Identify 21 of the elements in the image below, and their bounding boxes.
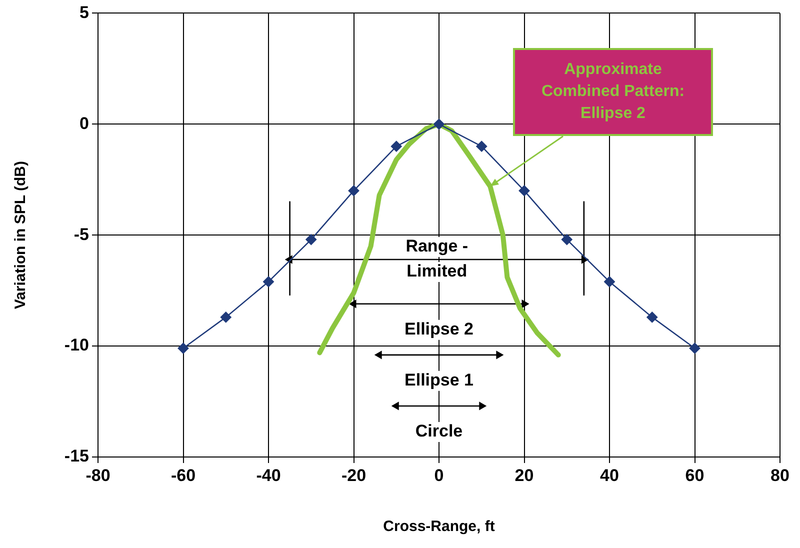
y-tick-label: 5 [80, 2, 89, 22]
x-tick-label: 60 [685, 466, 704, 485]
y-tick-label: -5 [74, 224, 89, 244]
x-tick-label: 40 [600, 466, 619, 485]
series-label: Ellipse 1 [404, 370, 474, 390]
callout-box: Approximate Combined Pattern: Ellipse 2 [513, 48, 713, 136]
x-tick-label: -40 [256, 466, 281, 485]
y-tick-label: -10 [64, 336, 89, 355]
x-axis-title: Cross-Range, ft [383, 518, 495, 536]
x-tick-label: 80 [770, 466, 790, 485]
series-label: Circle [415, 422, 463, 441]
x-tick-label: 20 [514, 466, 534, 485]
x-tick-label: -20 [341, 466, 366, 485]
series-label: Range - Limited [406, 236, 468, 281]
y-tick-label: -15 [64, 446, 89, 466]
series-label: Ellipse 2 [404, 320, 474, 339]
y-axis-title: Variation in SPL (dB) [12, 161, 30, 310]
y-tick-label: 0 [80, 114, 89, 133]
x-tick-label: -80 [86, 466, 110, 485]
x-tick-label: 0 [434, 466, 444, 485]
x-tick-label: -60 [170, 466, 196, 485]
